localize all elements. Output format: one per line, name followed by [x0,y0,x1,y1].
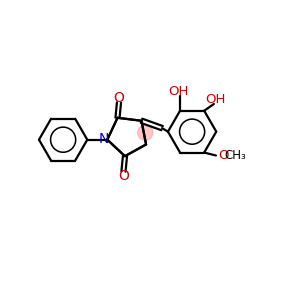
Ellipse shape [138,125,153,140]
Text: O: O [118,169,129,183]
Text: O: O [113,92,124,105]
Text: OH: OH [205,93,226,106]
Text: O: O [218,149,229,162]
Text: OH: OH [168,85,189,98]
Text: CH₃: CH₃ [225,149,247,162]
Text: N: N [99,132,109,146]
